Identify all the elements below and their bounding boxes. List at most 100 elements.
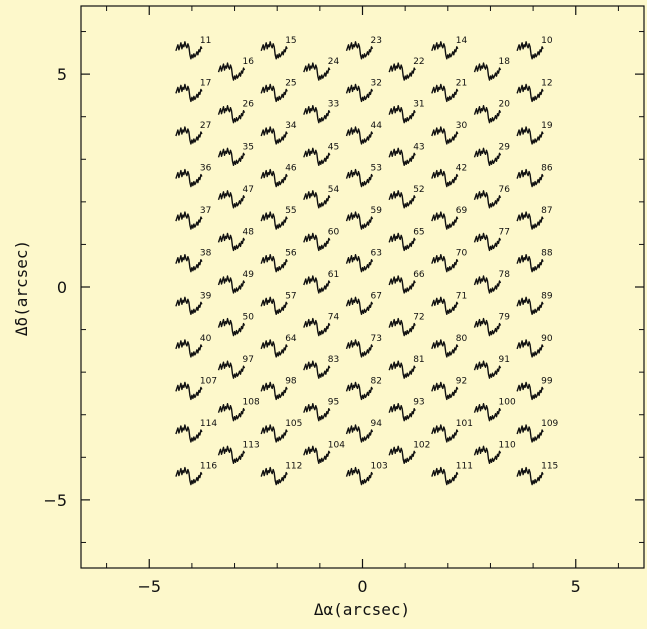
fiber-id-label: 105: [285, 419, 302, 429]
spectrum-trace: [516, 83, 544, 103]
spectrum-trace: [175, 424, 203, 443]
fiber-id-label: 71: [456, 291, 467, 301]
spectrum-trace: [345, 41, 374, 60]
fiber-spectrum: 14: [431, 36, 468, 60]
fiber-id-label: 53: [371, 164, 382, 174]
spectrum-trace: [345, 254, 374, 273]
fiber-id-label: 98: [285, 376, 297, 386]
fiber-spectrum: 55: [260, 206, 297, 230]
fiber-id-label: 72: [413, 313, 424, 323]
fiber-id-label: 56: [285, 249, 297, 259]
spectrum-trace: [175, 296, 203, 315]
fiber-spectrum: 71: [431, 291, 467, 315]
fiber-id-label: 65: [413, 227, 424, 237]
spectrum-trace: [516, 168, 544, 188]
fiber-spectrum: 48: [217, 227, 254, 252]
fiber-spectrum: 109: [516, 419, 559, 443]
fiber-id-label: 81: [413, 355, 424, 365]
fiber-id-label: 35: [243, 142, 254, 152]
spectrum-trace: [217, 190, 246, 209]
fiber-id-label: 49: [243, 270, 255, 280]
fiber-spectrum: 61: [303, 270, 339, 294]
fiber-spectrum: 91: [473, 355, 510, 379]
fiber-id-label: 57: [285, 291, 296, 301]
fiber-spectrum: 52: [388, 185, 425, 209]
fiber-id-label: 60: [328, 227, 340, 237]
fiber-id-label: 114: [200, 419, 217, 429]
fiber-id-label: 76: [499, 185, 511, 195]
fiber-id-label: 91: [499, 355, 510, 365]
fiber-spectrum: 26: [217, 100, 255, 124]
spectrum-trace: [175, 254, 203, 273]
fiber-id-label: 19: [541, 121, 553, 131]
fiber-spectrum: 102: [388, 440, 430, 464]
spectrum-trace: [260, 424, 288, 443]
spectrum-trace: [260, 466, 288, 486]
spectrum-trace: [303, 445, 331, 464]
spectrum-trace: [303, 104, 331, 124]
fiber-spectrum: 83: [303, 355, 339, 379]
fiber-id-label: 78: [499, 270, 511, 280]
fiber-spectrum: 67: [345, 291, 382, 315]
fiber-id-label: 27: [200, 121, 211, 131]
fiber-spectrum: 23: [345, 36, 382, 60]
spectrum-trace: [388, 445, 416, 464]
fiber-spectrum: 38: [175, 249, 212, 273]
fiber-spectrum: 70: [431, 249, 468, 273]
fiber-spectrum: 60: [303, 227, 340, 252]
spectrum-trace: [217, 62, 246, 81]
fiber-spectrum: 100: [473, 398, 516, 422]
fiber-id-label: 40: [200, 334, 212, 344]
fiber-spectrum: 50: [217, 313, 254, 337]
fiber-spectrum: 76: [473, 185, 511, 209]
spectrum-trace: [175, 126, 203, 145]
fiber-spectrum: 19: [516, 121, 553, 145]
fiber-id-label: 87: [541, 206, 552, 216]
fiber-id-label: 21: [456, 78, 467, 88]
fiber-spectrum: 103: [345, 462, 388, 486]
fiber-spectrum: 43: [388, 142, 425, 167]
fiber-spectrum: 114: [175, 419, 217, 443]
tick-labels: −5 0 5 −5 0 5: [43, 65, 580, 596]
spectrum-trace: [260, 254, 288, 273]
spectrum-trace: [217, 232, 246, 252]
spectrum-trace: [345, 381, 374, 401]
spectrum-trace: [345, 211, 374, 230]
spectrum-trace: [516, 126, 544, 145]
fiber-spectrum: 20: [473, 100, 510, 124]
fiber-id-label: 109: [541, 419, 558, 429]
fiber-id-label: 83: [328, 355, 339, 365]
spectrum-trace: [260, 381, 288, 401]
fiber-id-label: 30: [456, 121, 468, 131]
spectrum-trace: [217, 445, 246, 464]
spectrum-trace: [516, 339, 544, 358]
spectrum-trace: [217, 317, 246, 337]
spectrum-trace: [388, 403, 416, 422]
fiber-spectrum: 15: [260, 36, 297, 60]
y-axis-label: Δδ(arcsec): [12, 240, 31, 336]
fiber-spectrum: 36: [175, 164, 212, 188]
fiber-spectrum: 99: [516, 376, 553, 401]
spectrum-trace: [388, 147, 416, 167]
spectrum-trace: [345, 83, 374, 103]
fiber-id-label: 86: [541, 164, 553, 174]
fiber-id-label: 80: [456, 334, 468, 344]
x-tick-label: 0: [357, 577, 367, 596]
fiber-spectrum: 116: [175, 462, 217, 486]
spectrum-trace: [175, 83, 203, 103]
spectrum-trace: [431, 168, 459, 188]
spectrum-trace: [473, 317, 502, 337]
spectrum-trace: [473, 403, 502, 422]
spectrum-trace: [175, 339, 203, 358]
spectrum-trace: [388, 104, 416, 124]
fiber-id-label: 101: [456, 419, 473, 429]
fiber-id-label: 26: [243, 100, 255, 110]
fiber-spectrum: 94: [345, 419, 382, 443]
fiber-id-label: 95: [328, 398, 339, 408]
fiber-id-label: 12: [541, 78, 552, 88]
spectrum-trace: [345, 339, 374, 358]
spectrum-trace: [388, 62, 416, 81]
fiber-spectrum: 30: [431, 121, 468, 145]
fiber-spectrum: 82: [345, 376, 382, 401]
fiber-id-label: 33: [328, 100, 339, 110]
